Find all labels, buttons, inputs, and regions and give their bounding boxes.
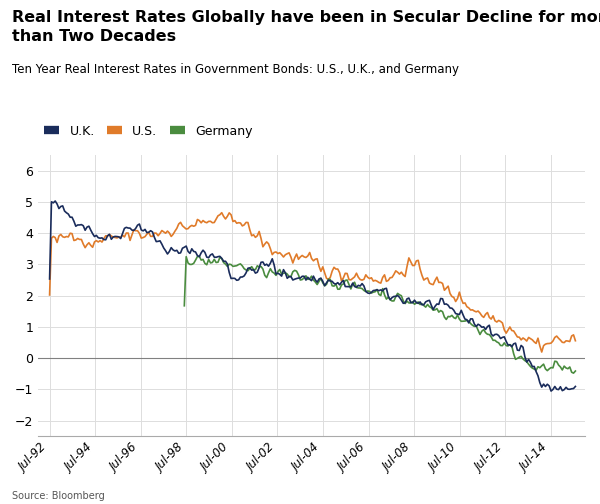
- Legend: U.K., U.S., Germany: U.K., U.S., Germany: [44, 124, 253, 138]
- Text: Ten Year Real Interest Rates in Government Bonds: U.S., U.K., and Germany: Ten Year Real Interest Rates in Governme…: [12, 63, 459, 76]
- Text: Real Interest Rates Globally have been in Secular Decline for more
than Two Deca: Real Interest Rates Globally have been i…: [12, 10, 600, 44]
- Text: Source: Bloomberg: Source: Bloomberg: [12, 491, 105, 501]
